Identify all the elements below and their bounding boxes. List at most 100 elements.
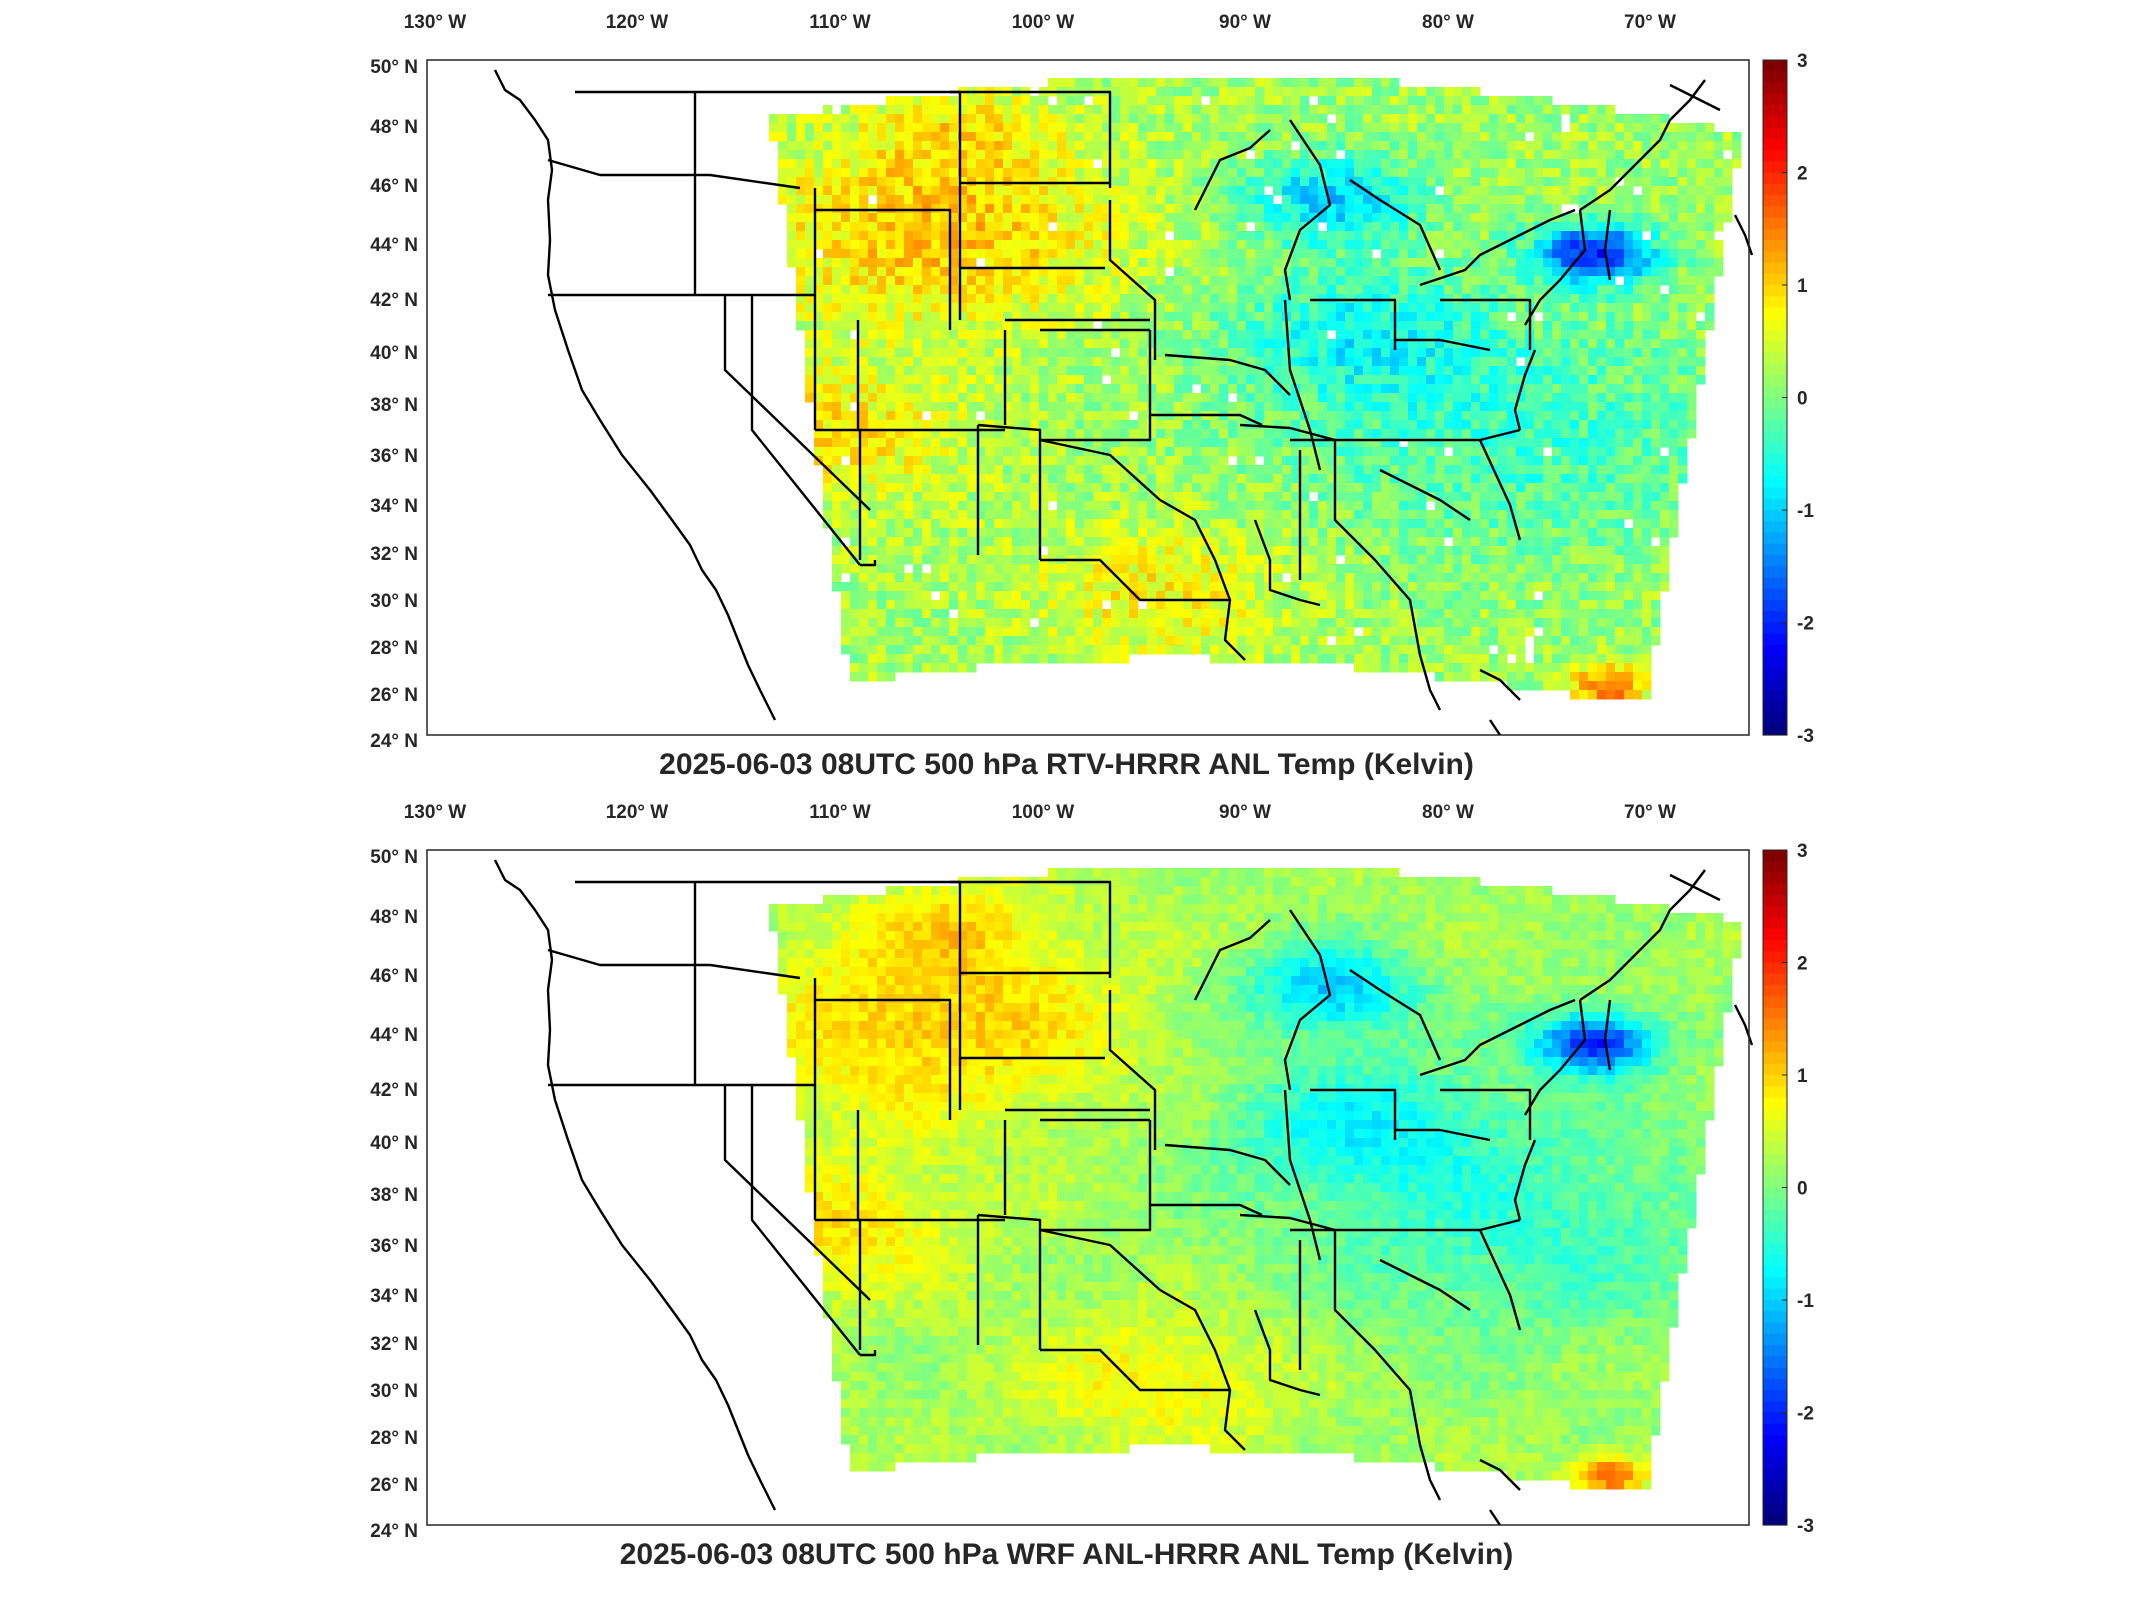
field-cell [1084, 384, 1094, 394]
field-cell [1012, 258, 1022, 268]
field-cell [1084, 321, 1094, 331]
field-cell [940, 186, 950, 196]
field-cell [1309, 465, 1319, 475]
field-cell [877, 456, 887, 466]
field-cell [1246, 114, 1256, 124]
field-cell [814, 411, 824, 421]
field-cell [1057, 276, 1067, 286]
field-cell [922, 177, 932, 187]
field-cell [1057, 537, 1067, 547]
field-cell [1588, 150, 1598, 160]
field-cell [832, 465, 842, 475]
field-cell [1525, 141, 1535, 151]
field-cell [1633, 276, 1643, 286]
field-cell [895, 348, 905, 358]
field-cell [1444, 294, 1454, 304]
field-cell [1138, 168, 1148, 178]
field-cell [886, 429, 896, 439]
field-cell [1624, 276, 1634, 286]
field-cell [1237, 123, 1247, 133]
field-cell [967, 384, 977, 394]
field-cell [1102, 123, 1112, 133]
field-cell [1084, 348, 1094, 358]
field-cell [1552, 321, 1562, 331]
field-cell [1075, 402, 1085, 412]
field-cell [1579, 438, 1589, 448]
field-cell [1624, 312, 1634, 322]
field-cell [1318, 105, 1328, 115]
field-cell [1462, 375, 1472, 385]
field-cell [1300, 483, 1310, 493]
field-cell [1372, 78, 1382, 88]
field-cell [1669, 510, 1679, 520]
field-cell [895, 141, 905, 151]
field-cell [787, 132, 797, 142]
field-cell [913, 339, 923, 349]
field-cell [1255, 447, 1265, 457]
field-cell [1219, 267, 1229, 277]
field-cell [1318, 330, 1328, 340]
field-cell [994, 438, 1004, 448]
field-cell [850, 474, 860, 484]
field-cell [1111, 339, 1121, 349]
field-cell [814, 393, 824, 403]
field-cell [814, 168, 824, 178]
field-cell [1606, 213, 1616, 223]
field-cell [1246, 483, 1256, 493]
field-cell [1075, 411, 1085, 421]
field-cell [1570, 222, 1580, 232]
field-cell [913, 114, 923, 124]
field-cell [877, 267, 887, 277]
field-cell [1345, 195, 1355, 205]
field-cell [1111, 366, 1121, 376]
field-cell [1165, 519, 1175, 529]
field-cell [931, 141, 941, 151]
field-cell [814, 312, 824, 322]
field-cell [886, 213, 896, 223]
field-cell [1498, 465, 1508, 475]
field-cell [1399, 222, 1409, 232]
field-cell [1237, 159, 1247, 169]
field-cell [796, 132, 806, 142]
field-cell [1255, 114, 1265, 124]
field-cell [1084, 393, 1094, 403]
field-cell [823, 114, 833, 124]
field-cell [1156, 393, 1166, 403]
field-cell [1417, 132, 1427, 142]
field-cell [1147, 339, 1157, 349]
field-cell [1318, 456, 1328, 466]
field-cell [1354, 429, 1364, 439]
field-cell [1039, 348, 1049, 358]
field-cell [859, 213, 869, 223]
field-cell [1498, 204, 1508, 214]
field-cell [1390, 465, 1400, 475]
field-cell [1588, 195, 1598, 205]
field-cell [985, 384, 995, 394]
field-cell [886, 510, 896, 520]
field-cell [1327, 267, 1337, 277]
field-cell [1156, 330, 1166, 340]
field-cell [1192, 465, 1202, 475]
field-cell [1201, 348, 1211, 358]
field-cell [1282, 402, 1292, 412]
field-cell [1120, 123, 1130, 133]
field-cell [1426, 150, 1436, 160]
field-cell [949, 348, 959, 358]
field-cell [1570, 168, 1580, 178]
field-cell [1633, 519, 1643, 529]
field-cell [1552, 132, 1562, 142]
field-cell [1660, 339, 1670, 349]
field-cell [931, 348, 941, 358]
field-cell [1147, 267, 1157, 277]
field-cell [841, 528, 851, 538]
field-cell [931, 177, 941, 187]
field-cell [1507, 96, 1517, 106]
field-cell [1300, 402, 1310, 412]
field-cell [1687, 339, 1697, 349]
field-cell [868, 411, 878, 421]
field-cell [1543, 267, 1553, 277]
field-cell [1498, 438, 1508, 448]
field-cell [1300, 267, 1310, 277]
field-cell [1156, 186, 1166, 196]
field-cell [922, 429, 932, 439]
